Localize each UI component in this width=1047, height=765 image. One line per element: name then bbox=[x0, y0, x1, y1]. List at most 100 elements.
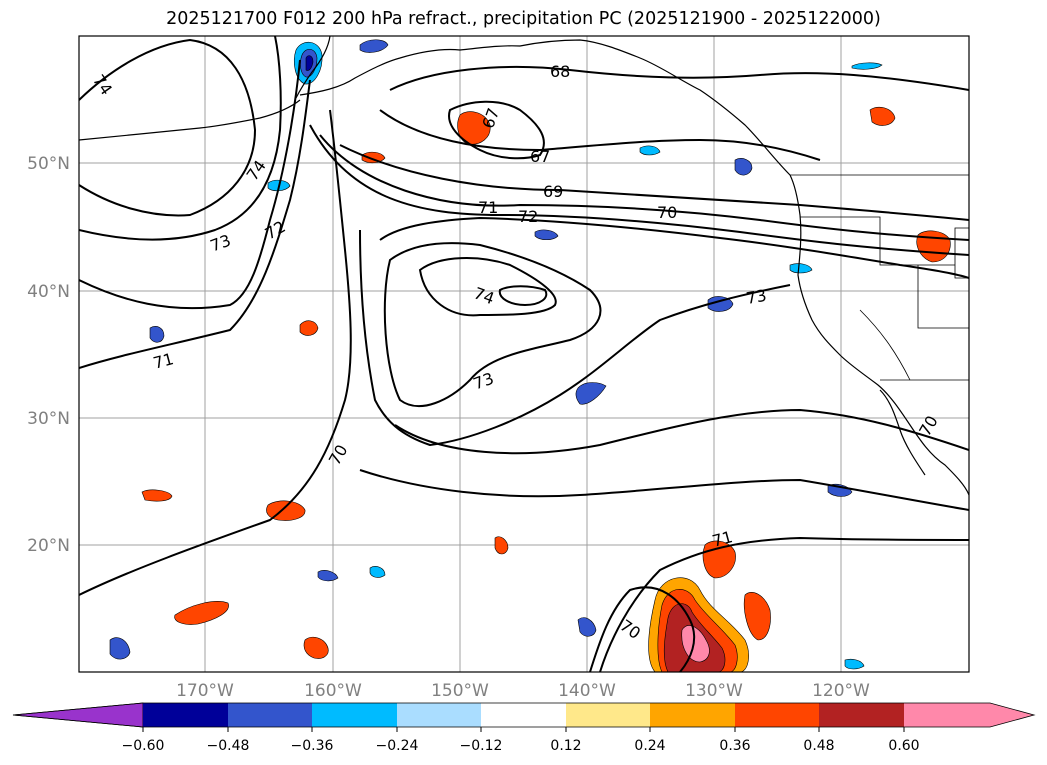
colorbar-tick-label: 0.12 bbox=[550, 738, 581, 754]
contour-69 bbox=[339, 144, 969, 221]
contour-label: 71 bbox=[478, 198, 498, 217]
precip-negative-blob-m bbox=[789, 263, 813, 274]
contour-73-inner bbox=[383, 242, 602, 408]
precip-positive-blob-l bbox=[869, 106, 896, 126]
contour-72-west bbox=[79, 59, 301, 310]
refractivity-contours bbox=[79, 36, 969, 672]
colorbar-segment bbox=[650, 703, 735, 727]
lon-label: 170°W bbox=[176, 681, 234, 701]
precip-positive-blob-g bbox=[303, 636, 329, 659]
precip-negative-blob-c bbox=[575, 382, 607, 405]
precip-negative-blob-d bbox=[734, 158, 753, 176]
colorbar-extend-right bbox=[904, 703, 1034, 727]
colorbar-tick-label: 0.24 bbox=[634, 738, 665, 754]
latitude-labels: 50°N 40°N 30°N 20°N bbox=[27, 154, 70, 556]
aleutian-chain bbox=[79, 99, 301, 141]
contour-label: 67 bbox=[530, 147, 550, 166]
colorbar-segment bbox=[735, 703, 819, 727]
lat-label: 50°N bbox=[27, 154, 70, 174]
colorbar-segment bbox=[397, 703, 481, 727]
colorbar-segment bbox=[312, 703, 397, 727]
map-border bbox=[78, 35, 970, 673]
contour-70-jet bbox=[319, 134, 969, 241]
colorbar-segment bbox=[819, 703, 904, 727]
precip-negative-blob-n bbox=[844, 658, 865, 670]
lon-label: 130°W bbox=[685, 681, 743, 701]
bc-coast bbox=[789, 174, 969, 496]
colorbar-tick-label: −0.48 bbox=[207, 738, 250, 754]
precip-positive-blob-c bbox=[457, 111, 491, 145]
colorbar-tick-label: −0.60 bbox=[122, 738, 165, 754]
precip-negative-blob-q bbox=[317, 570, 339, 582]
precip-negative-blob-b bbox=[359, 39, 389, 53]
contour-73-west bbox=[79, 36, 282, 241]
baja-coast bbox=[879, 389, 926, 476]
precip-positive-blob-k bbox=[299, 320, 319, 336]
precip-positive-blob-i bbox=[141, 489, 173, 502]
colorbar-segment bbox=[481, 703, 566, 727]
lon-label: 140°W bbox=[558, 681, 616, 701]
colorbar-tick-label: −0.12 bbox=[460, 738, 503, 754]
contour-label: 69 bbox=[543, 182, 563, 201]
lat-label: 40°N bbox=[27, 282, 70, 302]
precip-negative-blob-p bbox=[369, 566, 386, 578]
precip-negative-blob-k bbox=[851, 62, 883, 70]
lon-label: 160°W bbox=[304, 681, 362, 701]
contour-72-jet bbox=[379, 216, 969, 279]
precip-positive-blob-e bbox=[174, 601, 229, 625]
contour-68-north bbox=[389, 65, 969, 91]
precip-positive-blob-h bbox=[494, 536, 509, 555]
precip-negative-blob-f bbox=[577, 617, 597, 637]
contour-label: 73 bbox=[745, 286, 768, 308]
colorbar-segment bbox=[566, 703, 650, 727]
contour-67-north bbox=[379, 109, 821, 161]
contour-71-south bbox=[394, 408, 969, 455]
gridlines bbox=[79, 36, 969, 672]
precip-positive-blob-j bbox=[361, 151, 386, 164]
contour-67-loop bbox=[448, 100, 545, 160]
contour-label: 71 bbox=[151, 349, 176, 373]
colorbar-tick-label: 0.36 bbox=[719, 738, 750, 754]
precip-negative-blob-l bbox=[534, 229, 559, 241]
alaska-coast bbox=[299, 39, 791, 176]
lat-label: 20°N bbox=[27, 536, 70, 556]
colorbar-tick-label: −0.36 bbox=[291, 738, 334, 754]
contour-label: 70 bbox=[657, 203, 677, 222]
lat-label: 30°N bbox=[27, 409, 70, 429]
alaska-inland bbox=[295, 36, 331, 99]
longitude-labels: 170°W 160°W 150°W 140°W 130°W 120°W bbox=[176, 681, 870, 701]
lon-label: 150°W bbox=[431, 681, 489, 701]
precip-positive-cluster-south-max bbox=[681, 625, 710, 663]
contour-71-sw bbox=[599, 536, 969, 672]
contour-label: 72 bbox=[518, 207, 538, 226]
precip-negative-blob-a-high bbox=[305, 55, 314, 71]
contour-label: 71 bbox=[710, 527, 735, 551]
contour-70-south bbox=[359, 469, 969, 511]
contour-71-jet bbox=[309, 124, 969, 256]
colorbar-segment bbox=[143, 703, 228, 727]
map-area bbox=[79, 36, 969, 672]
colorbar-tick-label: 0.48 bbox=[803, 738, 834, 754]
colorbar-ticks bbox=[142, 727, 905, 732]
colorbar: −0.60 −0.48 −0.36 −0.24 −0.12 0.12 0.24 … bbox=[12, 702, 1036, 754]
colorbar-tick-label: 0.60 bbox=[888, 738, 919, 754]
colorbar-tick-label: −0.24 bbox=[376, 738, 419, 754]
state-borders bbox=[790, 174, 969, 381]
lon-label: 120°W bbox=[812, 681, 870, 701]
contour-74-west bbox=[79, 38, 257, 217]
map-title: 2025121700 F012 200 hPa refract., precip… bbox=[166, 9, 881, 29]
contour-74-small bbox=[498, 285, 548, 307]
contour-74-inner bbox=[418, 257, 557, 317]
contour-label: 68 bbox=[550, 62, 570, 81]
precip-negative-blob-g bbox=[109, 637, 131, 660]
colorbar-extend-left bbox=[12, 702, 144, 728]
colorbar-segment bbox=[228, 703, 312, 727]
precip-negative-blob-i bbox=[149, 326, 165, 343]
contour-73-outer bbox=[359, 229, 791, 447]
precip-positive-blob-b bbox=[743, 591, 771, 641]
contour-70-sw bbox=[589, 586, 696, 672]
coastlines bbox=[79, 36, 969, 496]
contour-71-west bbox=[79, 79, 311, 369]
precip-negative-blob-o bbox=[639, 145, 661, 156]
